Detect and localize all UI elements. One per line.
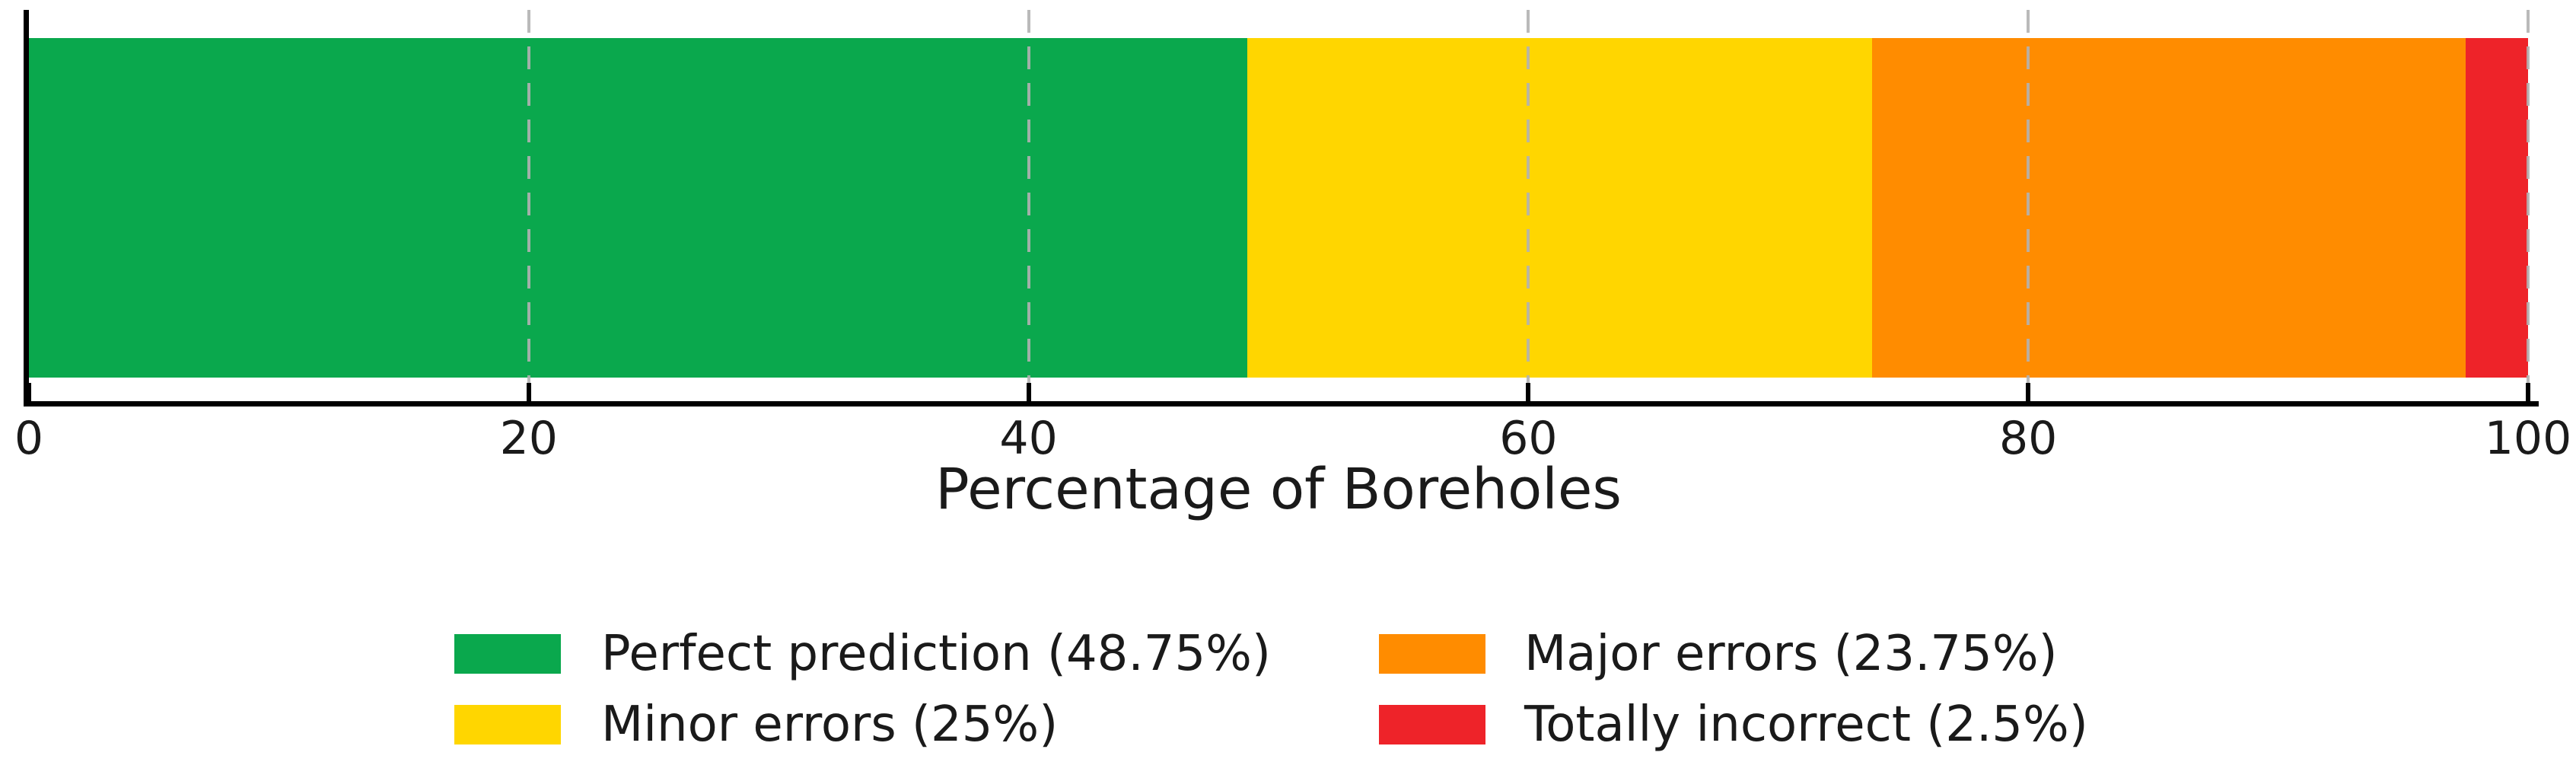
x-tick-label-100: 100 [2484,412,2572,465]
x-tick-20 [526,383,531,401]
bar-segment-major-errors [1871,38,2466,378]
legend-label-major-errors: Major errors (23.75%) [1524,626,2058,682]
legend-swatch-perfect-prediction [454,634,561,674]
gridline-40 [1027,10,1030,401]
x-tick-0 [27,383,31,401]
x-axis-spine [24,401,2539,407]
legend-swatch-totally-incorrect [1379,705,1485,744]
gridline-100 [2527,10,2530,401]
legend-swatch-minor-errors [454,705,561,744]
bar-segment-totally-incorrect [2465,38,2528,378]
gridline-60 [1527,10,1530,401]
x-tick-80 [2026,383,2031,401]
y-axis-spine [24,10,29,407]
x-tick-label-0: 0 [14,412,44,465]
bar-segment-perfect-prediction [29,38,1247,378]
legend-label-perfect-prediction: Perfect prediction (48.75%) [601,626,1271,682]
x-tick-60 [1526,383,1531,401]
gridline-80 [2027,10,2030,401]
x-tick-label-20: 20 [499,412,558,465]
legend-swatch-major-errors [1379,634,1485,674]
x-tick-label-40: 40 [999,412,1058,465]
bar-segment-minor-errors [1247,38,1872,378]
x-tick-label-80: 80 [1999,412,2058,465]
x-tick-label-60: 60 [1499,412,1558,465]
x-tick-40 [1026,383,1031,401]
legend-label-totally-incorrect: Totally incorrect (2.5%) [1524,697,2088,753]
gridline-20 [527,10,530,401]
x-axis-label: Percentage of Boreholes [935,457,1622,522]
x-tick-100 [2526,383,2530,401]
legend-label-minor-errors: Minor errors (25%) [601,697,1059,753]
